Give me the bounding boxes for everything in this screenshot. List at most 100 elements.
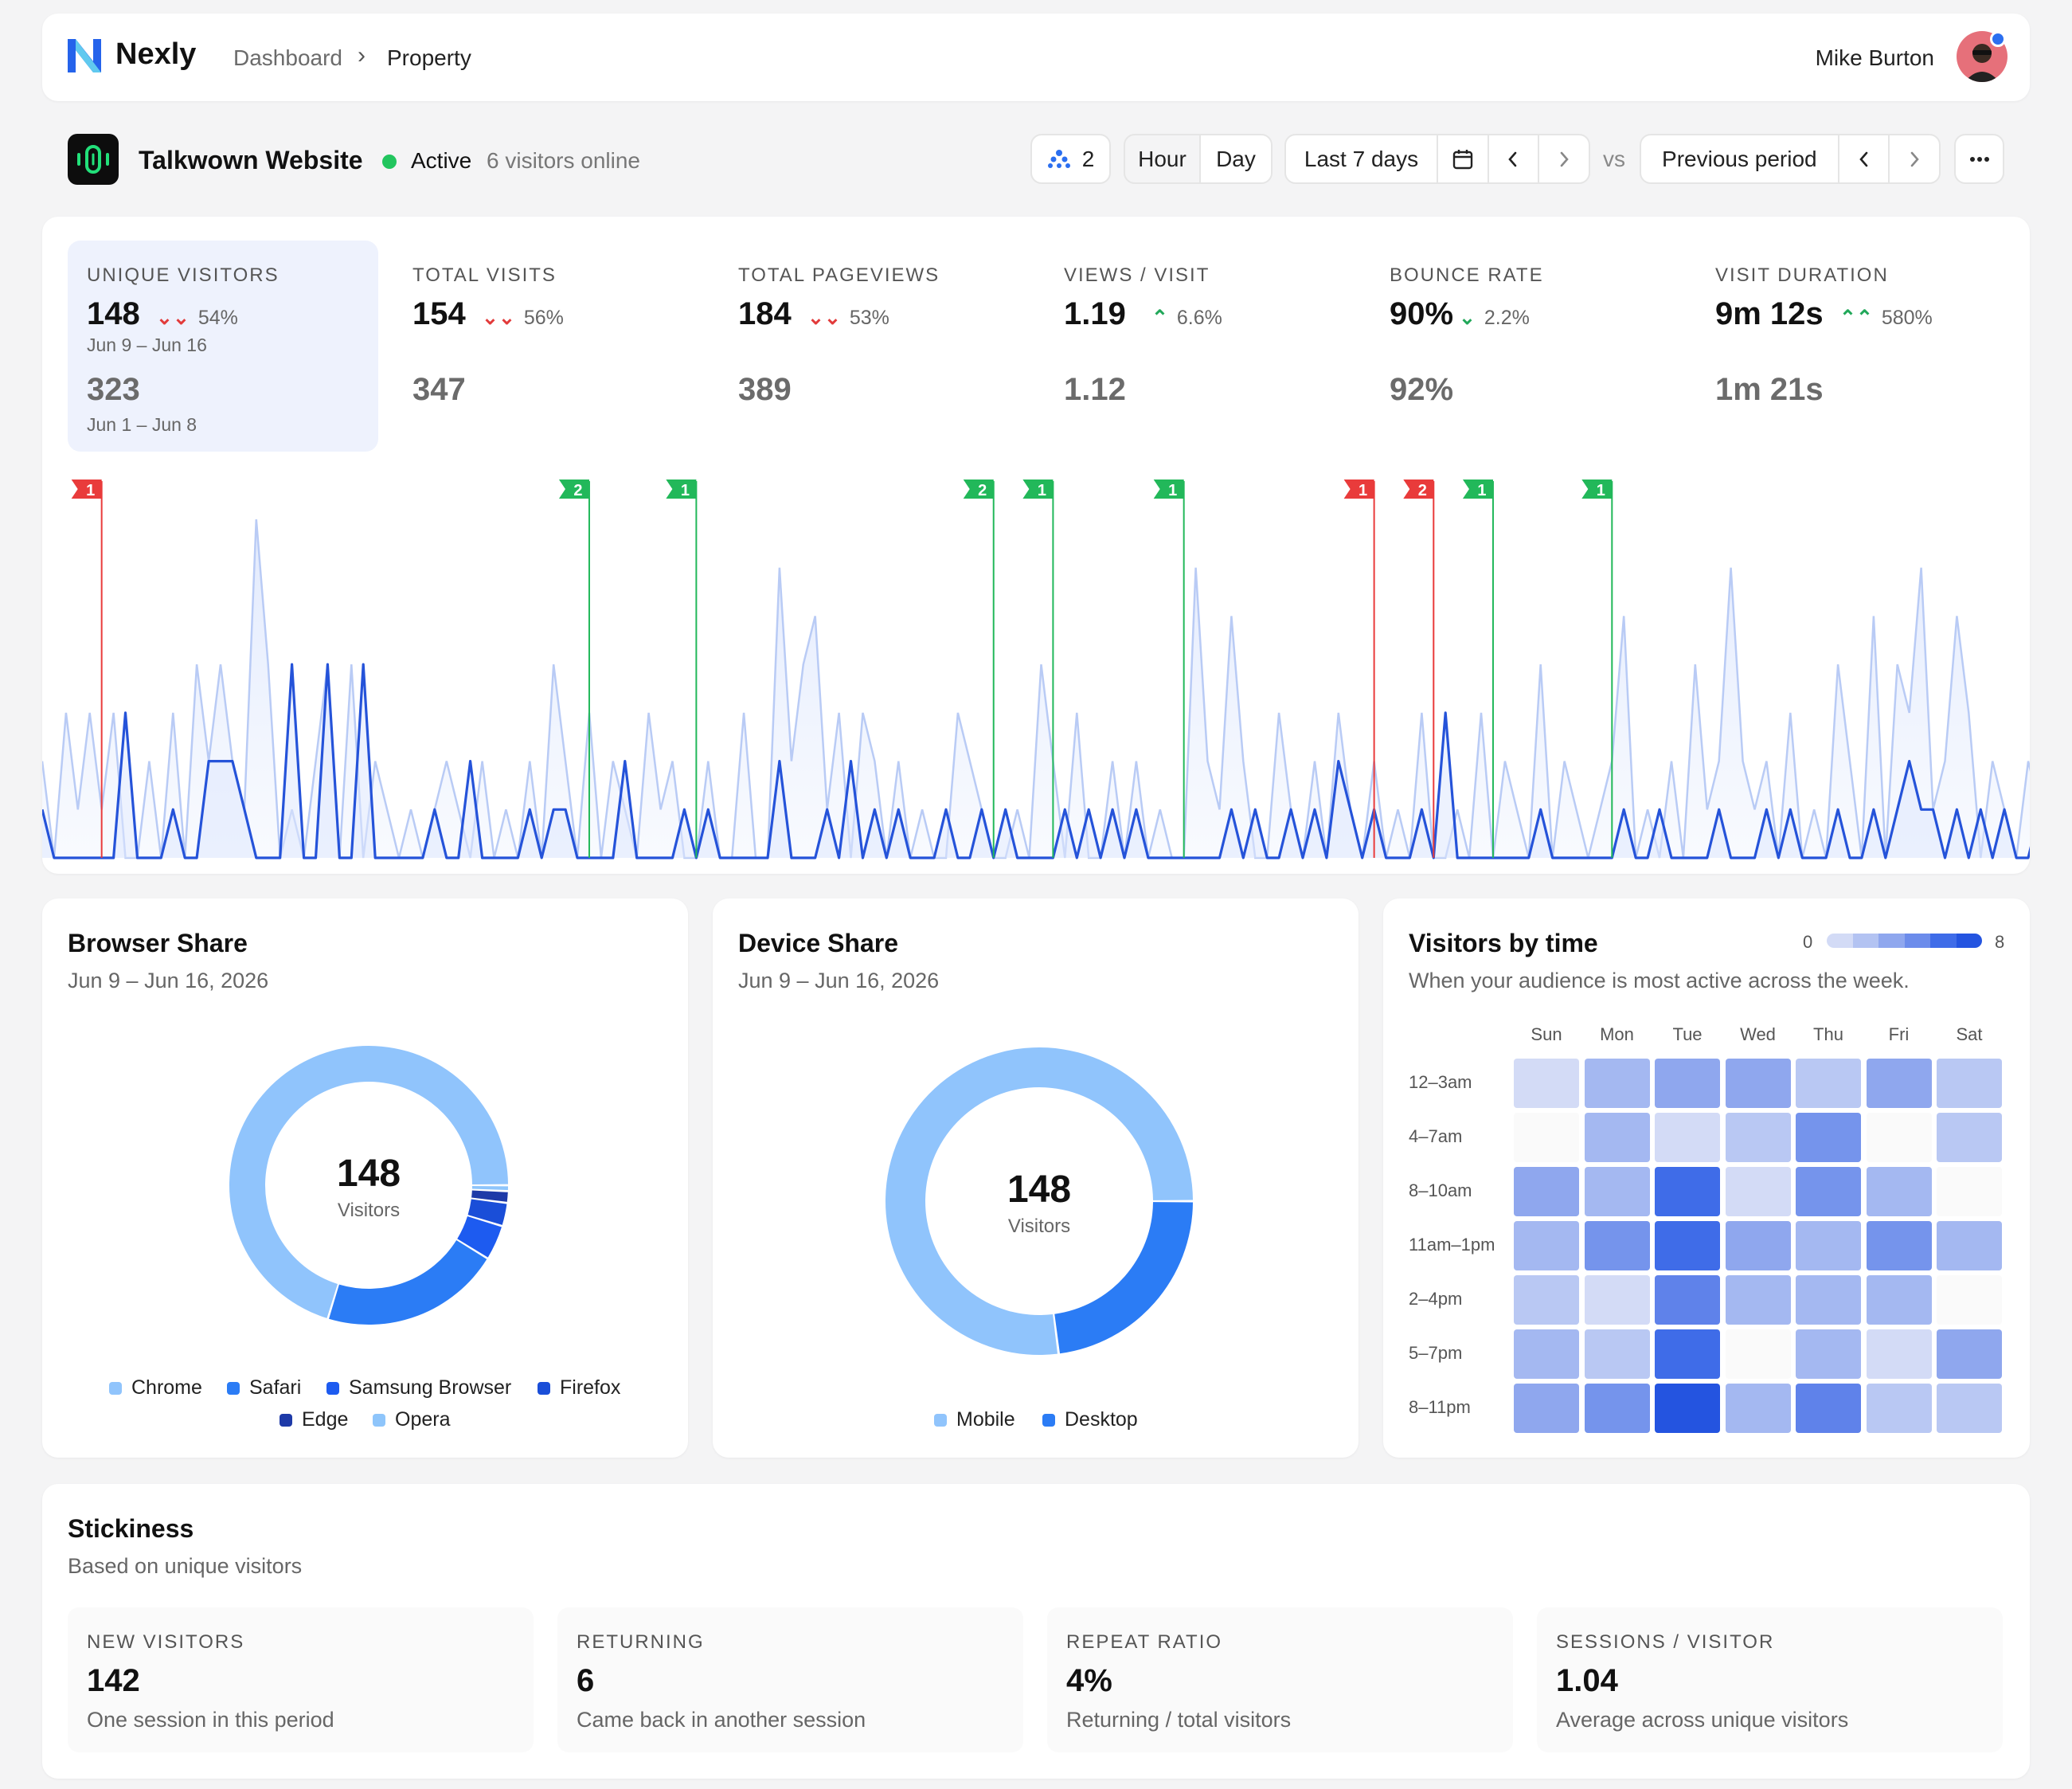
donut-slice-edge[interactable] <box>471 1190 508 1202</box>
annotation-marker[interactable]: 2 <box>963 480 995 858</box>
heatmap-cell[interactable] <box>1866 1167 1932 1216</box>
heatmap-cell[interactable] <box>1655 1167 1720 1216</box>
device-donut-chart[interactable] <box>880 1042 1198 1360</box>
heatmap-cell[interactable] <box>1514 1167 1579 1216</box>
kpi-tile[interactable]: BOUNCE RATE 90% ⌄ 2.2% 92% <box>1370 241 1681 452</box>
heatmap-cell[interactable] <box>1655 1059 1720 1108</box>
heatmap-cell[interactable] <box>1514 1275 1579 1325</box>
heatmap-cell[interactable] <box>1725 1329 1791 1379</box>
annotation-marker[interactable]: 1 <box>1462 480 1494 858</box>
heatmap-cell[interactable] <box>1866 1113 1932 1162</box>
heatmap-cell[interactable] <box>1584 1113 1650 1162</box>
kpi-tile[interactable]: TOTAL VISITS 154 ⌄⌄ 56% 347 <box>393 241 704 452</box>
legend-item-samsung-browser[interactable]: Samsung Browser <box>326 1376 511 1399</box>
annotation-marker[interactable]: 1 <box>1581 480 1613 858</box>
heatmap-cell[interactable] <box>1796 1329 1861 1379</box>
user-name[interactable]: Mike Burton <box>1815 45 1934 70</box>
donut-slice-safari[interactable] <box>329 1240 487 1325</box>
heatmap-cell[interactable] <box>1514 1329 1579 1379</box>
heatmap-cell[interactable] <box>1725 1167 1791 1216</box>
annotation-marker[interactable]: 1 <box>1343 480 1375 858</box>
legend-item-safari[interactable]: Safari <box>227 1376 301 1399</box>
brand-name[interactable]: Nexly <box>115 37 197 71</box>
heatmap-cell[interactable] <box>1796 1275 1861 1325</box>
heatmap-cell[interactable] <box>1937 1167 2002 1216</box>
heatmap-cell[interactable] <box>1937 1384 2002 1433</box>
heatmap-cell[interactable] <box>1725 1221 1791 1270</box>
donut-slice-samsung-browser[interactable] <box>457 1216 502 1258</box>
heatmap-cell[interactable] <box>1866 1221 1932 1270</box>
heatmap-cell[interactable] <box>1655 1275 1720 1325</box>
heatmap-cell[interactable] <box>1866 1275 1932 1325</box>
annotation-marker[interactable]: 1 <box>1022 480 1054 858</box>
heatmap-cell[interactable] <box>1584 1384 1650 1433</box>
legend-item-opera[interactable]: Opera <box>373 1408 450 1431</box>
annotation-marker[interactable]: 2 <box>558 480 590 858</box>
chevron-right-icon[interactable] <box>1890 135 1939 182</box>
heatmap-cell[interactable] <box>1584 1329 1650 1379</box>
legend-item-edge[interactable]: Edge <box>280 1408 348 1431</box>
donut-slice-opera[interactable] <box>471 1186 508 1191</box>
segments-button[interactable]: 2 <box>1030 134 1111 184</box>
legend-item-firefox[interactable]: Firefox <box>538 1376 620 1399</box>
legend-item-desktop[interactable]: Desktop <box>1042 1408 1138 1431</box>
heatmap-cell[interactable] <box>1937 1329 2002 1379</box>
heatmap-cell[interactable] <box>1584 1275 1650 1325</box>
browser-donut-chart[interactable] <box>225 1042 512 1329</box>
donut-slice-firefox[interactable] <box>467 1199 507 1225</box>
legend-item-mobile[interactable]: Mobile <box>934 1408 1015 1431</box>
heatmap-cell[interactable] <box>1866 1059 1932 1108</box>
annotation-marker[interactable]: 2 <box>1403 480 1435 858</box>
heatmap-cell[interactable] <box>1796 1059 1861 1108</box>
chevron-left-icon[interactable] <box>1839 135 1890 182</box>
heatmap-cell[interactable] <box>1584 1059 1650 1108</box>
heatmap-cell[interactable] <box>1655 1329 1720 1379</box>
heatmap-cell[interactable] <box>1937 1113 2002 1162</box>
heatmap-cell[interactable] <box>1655 1113 1720 1162</box>
heatmap-cell[interactable] <box>1937 1059 2002 1108</box>
kpi-tile[interactable]: UNIQUE VISITORS 148 ⌄⌄ 54% Jun 9 – Jun 16 32… <box>68 241 378 452</box>
heatmap-cell[interactable] <box>1796 1113 1861 1162</box>
heatmap-cell[interactable] <box>1655 1384 1720 1433</box>
annotation-marker[interactable]: 1 <box>666 480 698 858</box>
heatmap-cell[interactable] <box>1514 1113 1579 1162</box>
nexly-logo-icon[interactable] <box>65 36 104 76</box>
heatmap-cell[interactable] <box>1796 1221 1861 1270</box>
heatmap-cell[interactable] <box>1796 1167 1861 1216</box>
heatmap-cell[interactable] <box>1796 1384 1861 1433</box>
date-range-button[interactable]: Last 7 days <box>1286 135 1438 182</box>
heatmap-cell[interactable] <box>1655 1221 1720 1270</box>
annotation-marker[interactable]: 1 <box>1153 480 1185 858</box>
heatmap-cell[interactable] <box>1725 1384 1791 1433</box>
heatmap-cell[interactable] <box>1937 1221 2002 1270</box>
kpi-tile[interactable]: TOTAL PAGEVIEWS 184 ⌄⌄ 53% 389 <box>719 241 1030 452</box>
heatmap-cell[interactable] <box>1725 1275 1791 1325</box>
more-options-button[interactable] <box>1954 134 2004 184</box>
donut-slice-desktop[interactable] <box>1054 1202 1193 1354</box>
heatmap-cell[interactable] <box>1514 1384 1579 1433</box>
day-button[interactable]: Day <box>1200 135 1271 182</box>
heatmap-cell[interactable] <box>1725 1059 1791 1108</box>
heatmap-cell[interactable] <box>1866 1384 1932 1433</box>
heatmap-cell[interactable] <box>1725 1113 1791 1162</box>
heatmap-cell[interactable] <box>1866 1329 1932 1379</box>
heatmap-cell[interactable] <box>1937 1275 2002 1325</box>
heatmap-cell[interactable] <box>1514 1059 1579 1108</box>
kpi-tile[interactable]: VISIT DURATION 9m 12s ⌃⌃ 580% 1m 21s <box>1696 241 2007 452</box>
hour-button[interactable]: Hour <box>1125 135 1201 182</box>
heatmap-cell[interactable] <box>1584 1167 1650 1216</box>
legend-item-chrome[interactable]: Chrome <box>109 1376 202 1399</box>
breadcrumb-dashboard[interactable]: Dashboard <box>233 45 342 70</box>
metric-description: Returning / total visitors <box>1066 1708 1292 1732</box>
calendar-icon[interactable] <box>1438 135 1489 182</box>
compare-period-button[interactable]: Previous period <box>1641 135 1839 182</box>
chevron-left-icon[interactable] <box>1489 135 1540 182</box>
heatmap-cell[interactable] <box>1584 1221 1650 1270</box>
visitors-chart[interactable]: 1 2 1 2 1 1 1 2 1 1 <box>42 472 2030 874</box>
kpi-tile[interactable]: VIEWS / VISIT 1.19 ⌃ 6.6% 1.12 <box>1045 241 1355 452</box>
chevron-right-icon[interactable] <box>1539 135 1589 182</box>
annotation-marker[interactable]: 1 <box>71 480 103 858</box>
heatmap-cell[interactable] <box>1514 1221 1579 1270</box>
browser-total: 148 <box>336 1153 401 1195</box>
property-name[interactable]: Talkwown Website <box>139 146 363 174</box>
